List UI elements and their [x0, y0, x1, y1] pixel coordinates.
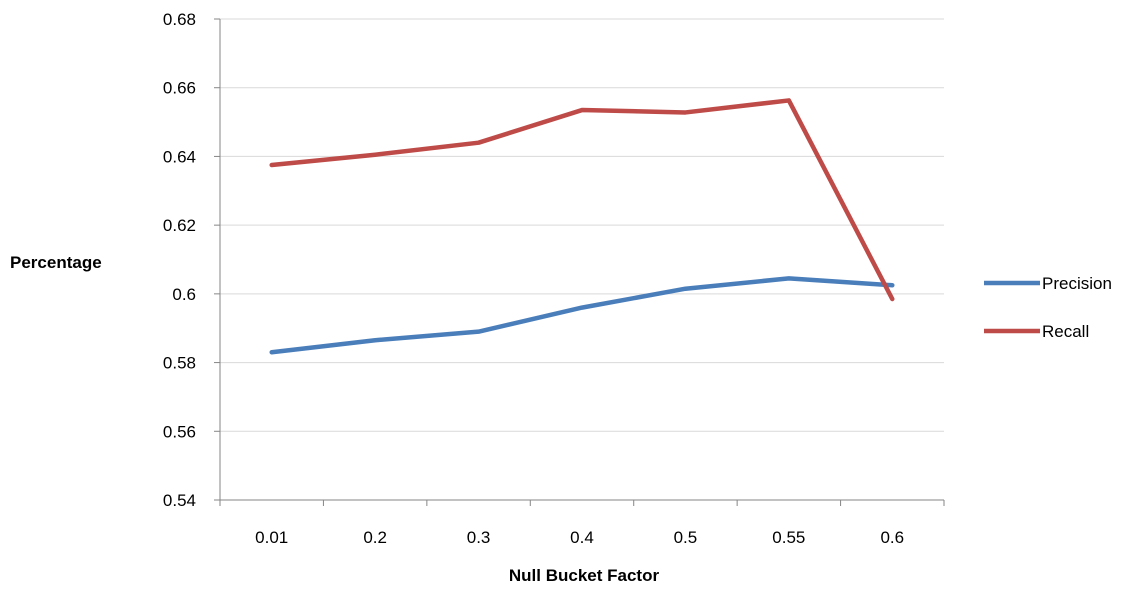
series-line-precision — [269, 276, 895, 355]
x-tick-labels: 0.01 0.2 0.3 0.4 0.5 0.55 0.6 — [219, 500, 945, 547]
y-tick-label: 0.56 — [163, 422, 196, 441]
y-axis-title: Percentage — [10, 253, 102, 272]
legend-label-recall: Recall — [1042, 322, 1089, 341]
x-axis-title: Null Bucket Factor — [509, 566, 660, 585]
series-lines — [269, 98, 895, 355]
x-tick-label: 0.4 — [570, 528, 594, 547]
y-tick-labels: 0.54 0.56 0.58 0.6 0.62 0.64 0.66 0.68 — [163, 10, 220, 510]
x-tick-label: 0.55 — [772, 528, 805, 547]
y-tick-label: 0.66 — [163, 79, 196, 98]
gridlines — [220, 18, 944, 432]
legend-label-precision: Precision — [1042, 274, 1112, 293]
axes — [219, 19, 944, 501]
y-tick-label: 0.54 — [163, 491, 196, 510]
x-tick-label: 0.6 — [880, 528, 904, 547]
x-tick-label: 0.2 — [363, 528, 387, 547]
y-tick-label: 0.6 — [172, 285, 196, 304]
y-tick-label: 0.62 — [163, 216, 196, 235]
x-tick-label: 0.01 — [255, 528, 288, 547]
series-line-recall — [269, 98, 895, 302]
x-tick-label: 0.3 — [467, 528, 491, 547]
y-tick-label: 0.68 — [163, 10, 196, 29]
x-tick-label: 0.5 — [674, 528, 698, 547]
y-tick-label: 0.64 — [163, 147, 196, 166]
y-tick-label: 0.58 — [163, 354, 196, 373]
legend: Precision Recall — [984, 274, 1112, 341]
